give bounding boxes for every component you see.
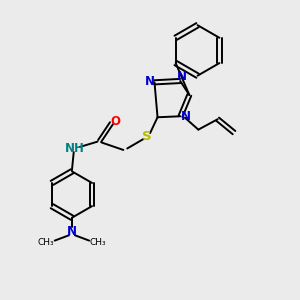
Text: CH₃: CH₃ bbox=[90, 238, 106, 247]
Text: N: N bbox=[177, 70, 187, 83]
Text: N: N bbox=[181, 110, 191, 123]
Text: S: S bbox=[142, 130, 152, 143]
Text: N: N bbox=[144, 75, 154, 88]
Text: O: O bbox=[110, 115, 120, 128]
Text: N: N bbox=[67, 225, 77, 238]
Text: NH: NH bbox=[64, 142, 84, 155]
Text: CH₃: CH₃ bbox=[38, 238, 54, 247]
